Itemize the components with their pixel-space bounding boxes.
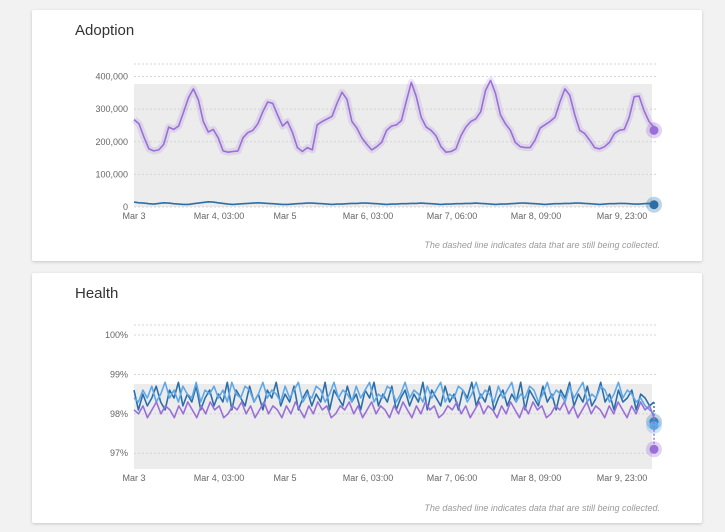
adoption-x-tick-label: Mar 5 <box>273 211 296 221</box>
adoption-note: The dashed line indicates data that are … <box>424 240 660 250</box>
health-x-tick-label: Mar 9, 23:00 <box>597 473 648 483</box>
health-x-tick-label: Mar 4, 03:00 <box>194 473 245 483</box>
adoption-y-tick-label: 300,000 <box>95 104 128 114</box>
health-chart: 97% 98% 99% 100% Mar 3 Mar 4, 03:00 Mar 5 Mar 6… <box>105 324 662 483</box>
health-x-tick-label: Mar 8, 09:00 <box>511 473 562 483</box>
health-card: Health 97% 98% 99% 100% Mar 3 Mar 4, 03:00 Mar… <box>32 273 702 523</box>
adoption-title: Adoption <box>75 22 135 39</box>
adoption-x-tick-label: Mar 6, 03:00 <box>343 211 394 221</box>
adoption-y-tick-label: 0 <box>123 202 128 212</box>
adoption-series-line <box>133 201 655 206</box>
health-title: Health <box>75 285 119 302</box>
adoption-y-tick-label: 400,000 <box>95 72 128 82</box>
adoption-x-tick-label: Mar 7, 06:00 <box>427 211 478 221</box>
adoption-x-tick-label: Mar 4, 03:00 <box>194 211 245 221</box>
adoption-x-tick-label: Mar 9, 23:00 <box>597 211 648 221</box>
health-x-tick-label: Mar 6, 03:00 <box>343 473 394 483</box>
health-series-line <box>133 401 655 419</box>
health-x-tick-label: Mar 5 <box>273 473 296 483</box>
health-series-line <box>133 381 655 415</box>
health-y-tick-label: 100% <box>105 330 128 340</box>
adoption-series-line <box>133 79 655 153</box>
adoption-x-tick-label: Mar 3 <box>122 211 145 221</box>
adoption-endpoint-dot <box>649 125 659 135</box>
health-endpoint-dot <box>649 444 659 454</box>
health-y-tick-label: 99% <box>110 369 128 379</box>
adoption-x-tick-label: Mar 8, 09:00 <box>511 211 562 221</box>
adoption-y-tick-label: 200,000 <box>95 137 128 147</box>
adoption-y-tick-label: 100,000 <box>95 169 128 179</box>
health-note: The dashed line indicates data that are … <box>424 503 660 513</box>
health-x-tick-label: Mar 7, 06:00 <box>427 473 478 483</box>
adoption-chart: 0 100,000 200,000 300,000 400,000 Mar 3 Mar 4,… <box>95 63 662 221</box>
health-x-tick-label: Mar 3 <box>122 473 145 483</box>
health-y-tick-label: 98% <box>110 409 128 419</box>
adoption-card: Adoption 0 100,000 200,000 300,000 400,000 Ma… <box>32 10 702 261</box>
health-endpoint-dot <box>649 421 659 431</box>
adoption-endpoint-dot <box>649 200 659 210</box>
health-y-tick-label: 97% <box>110 448 128 458</box>
